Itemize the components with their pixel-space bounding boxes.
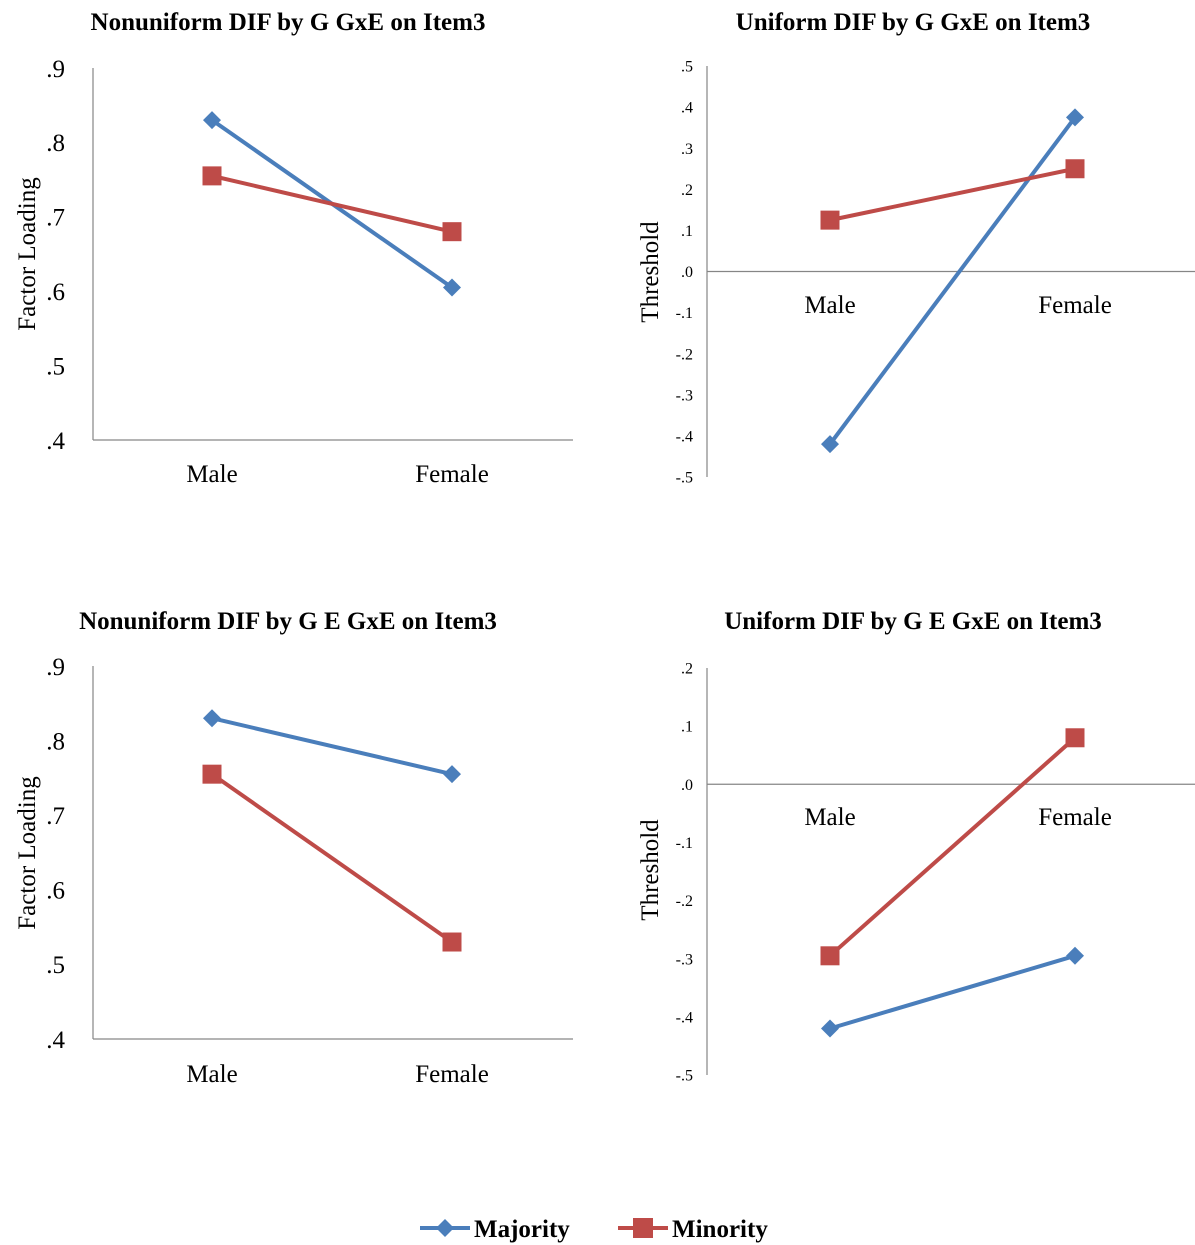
y-tick-label: .6 (46, 878, 65, 905)
series-line-majority (211, 716, 453, 777)
legend: Majority Minority (420, 1216, 768, 1243)
x-category-label: Female (1038, 804, 1112, 831)
y-tick-label: -.2 (676, 893, 693, 910)
y-tick-label: .7 (46, 205, 65, 232)
y-tick-label: -.5 (676, 1068, 693, 1085)
y-tick-label: .2 (681, 182, 693, 199)
legend-minority-label: Minority (672, 1216, 768, 1243)
y-tick-label: -.3 (676, 951, 693, 968)
y-tick-label: .3 (681, 141, 693, 158)
y-tick-label: .5 (46, 353, 65, 380)
data-point-majority (1066, 108, 1084, 127)
y-tick-label: .7 (46, 803, 65, 830)
y-tick-label: .6 (46, 279, 65, 306)
legend-majority-diamond-marker (436, 1219, 454, 1237)
x-category-label: Male (186, 1061, 237, 1088)
chart-title: Nonuniform DIF by G E GxE on Item3 (79, 608, 497, 635)
y-axis-title: Threshold (637, 819, 664, 921)
y-tick-label: .5 (681, 59, 693, 76)
y-tick-label: .9 (46, 654, 65, 681)
data-point-majority (443, 765, 461, 784)
legend-majority-label: Majority (474, 1216, 570, 1243)
series-line-minority (829, 166, 1076, 223)
y-tick-label: .0 (681, 264, 693, 281)
data-point-minority (202, 764, 222, 784)
data-point-minority (1065, 728, 1085, 748)
data-point-majority (821, 1019, 839, 1038)
y-tick-label: -.4 (676, 429, 693, 446)
series-line-minority (828, 736, 1077, 958)
y-tick-label: .4 (46, 1027, 65, 1054)
y-tick-label: .2 (681, 661, 693, 678)
y-tick-label: .4 (46, 428, 65, 455)
chart-panel-2: Uniform DIF by G GxE on Item3 .5 .4 .3 .2 .1.… (637, 9, 1195, 487)
data-point-majority (821, 435, 839, 454)
series-line-minority (211, 173, 453, 234)
y-tick-label: .5 (46, 952, 65, 979)
y-tick-label: .8 (46, 728, 65, 755)
y-tick-label: -.3 (676, 387, 693, 404)
series-line-majority (828, 116, 1077, 446)
y-tick-label: -.1 (676, 835, 693, 852)
data-point-minority (202, 166, 222, 186)
x-category-label: Female (415, 1061, 489, 1088)
y-tick-label: .8 (46, 130, 65, 157)
legend-minority-square-marker (633, 1218, 653, 1238)
chart-title: Uniform DIF by G GxE on Item3 (736, 9, 1091, 36)
y-axis-title: Factor Loading (14, 177, 41, 331)
series-line-minority (210, 772, 454, 944)
y-tick-label: -.2 (676, 346, 693, 363)
data-point-majority (443, 278, 461, 297)
chart-panels: Nonuniform DIF by G GxE on Item3 .9 .8 .7 .6… (14, 9, 1195, 1088)
x-category-label: Female (1038, 292, 1112, 319)
y-axis-title: Factor Loading (14, 776, 41, 930)
y-tick-label: -.5 (676, 470, 693, 487)
data-point-minority (1065, 159, 1085, 179)
y-tick-label: -.1 (676, 305, 693, 322)
chart-panel-4: Uniform DIF by G E GxE on Item3 .2 .1 .0 -.1… (637, 608, 1195, 1085)
chart-title: Nonuniform DIF by G GxE on Item3 (91, 9, 486, 36)
data-point-minority (820, 210, 840, 230)
y-tick-label: .4 (681, 100, 693, 117)
y-tick-label: -.4 (676, 1009, 693, 1026)
x-category-label: Male (186, 461, 237, 488)
x-category-label: Male (804, 292, 855, 319)
series-line-majority (829, 953, 1076, 1031)
y-tick-label: .0 (681, 777, 693, 794)
y-tick-label: .1 (681, 223, 693, 240)
y-tick-label: .1 (681, 719, 693, 736)
chart-panel-3: Nonuniform DIF by G E GxE on Item3 .9 .8 .7… (14, 608, 573, 1088)
data-point-minority (442, 222, 462, 242)
data-point-majority (203, 709, 221, 728)
data-point-majority (203, 111, 221, 130)
y-axis-title: Threshold (637, 221, 664, 323)
x-category-label: Female (415, 461, 489, 488)
data-point-minority (820, 946, 840, 966)
chart-panel-1: Nonuniform DIF by G GxE on Item3 .9 .8 .7 .6… (14, 9, 573, 488)
data-point-majority (1066, 946, 1084, 965)
data-point-minority (442, 932, 462, 952)
y-tick-label: .9 (46, 56, 65, 83)
chart-title: Uniform DIF by G E GxE on Item3 (724, 608, 1102, 635)
x-category-label: Male (804, 804, 855, 831)
